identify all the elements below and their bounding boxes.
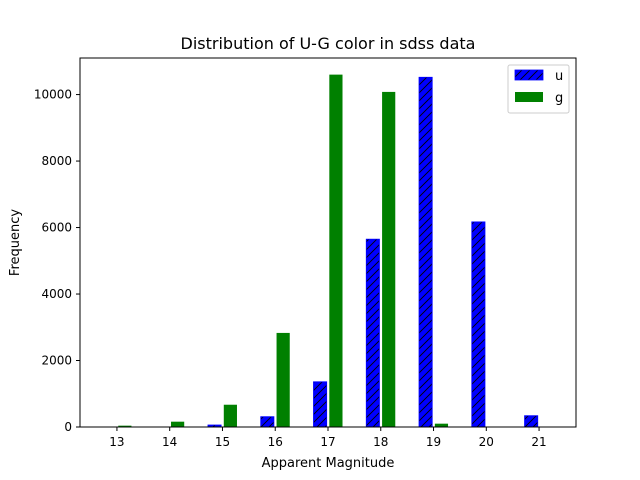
- x-tick-label: 15: [215, 435, 230, 449]
- x-tick-label: 16: [268, 435, 283, 449]
- bar-u-17: [313, 381, 328, 428]
- bar-u-21: [524, 415, 539, 428]
- bar-u-19: [418, 76, 433, 428]
- bar-g-15: [223, 404, 237, 427]
- bar-u-18: [365, 238, 380, 428]
- bar-g-17: [329, 74, 343, 428]
- legend-label-g: g: [555, 91, 563, 106]
- y-tick-label: 4000: [41, 287, 72, 301]
- x-tick-label: 21: [531, 435, 546, 449]
- y-tick-label: 2000: [41, 354, 72, 368]
- y-axis-ticks: 0 2000 4000 6000 8000 10000: [34, 88, 80, 434]
- x-axis-ticks: 13 14 15 16 17 18 19 20 21: [109, 427, 547, 449]
- x-tick-label: 13: [109, 435, 124, 449]
- x-tick-label: 18: [373, 435, 388, 449]
- bar-u-16: [260, 416, 275, 428]
- x-tick-label: 17: [320, 435, 335, 449]
- legend-swatch-g: [515, 92, 543, 102]
- bar-g-16: [276, 332, 290, 427]
- chart-title: Distribution of U-G color in sdss data: [181, 34, 476, 53]
- y-tick-label: 6000: [41, 221, 72, 235]
- bars-group: [118, 74, 539, 428]
- y-tick-label: 8000: [41, 154, 72, 168]
- x-tick-label: 14: [162, 435, 177, 449]
- y-axis-label: Frequency: [8, 209, 23, 276]
- plot-frame: [79, 57, 577, 428]
- x-tick-label: 20: [479, 435, 494, 449]
- bar-g-18: [382, 91, 396, 427]
- legend: ug: [507, 64, 570, 114]
- bar-g-13: [118, 425, 132, 427]
- x-tick-label: 19: [426, 435, 441, 449]
- y-tick-label: 0: [64, 420, 72, 434]
- x-axis-label: Apparent Magnitude: [262, 456, 395, 471]
- y-tick-label: 10000: [34, 88, 72, 102]
- bar-g-14: [171, 421, 185, 427]
- bar-g-19: [434, 423, 449, 427]
- legend-label-u: u: [555, 69, 563, 84]
- legend-swatch-u: [514, 69, 544, 81]
- bar-u-20: [471, 221, 486, 428]
